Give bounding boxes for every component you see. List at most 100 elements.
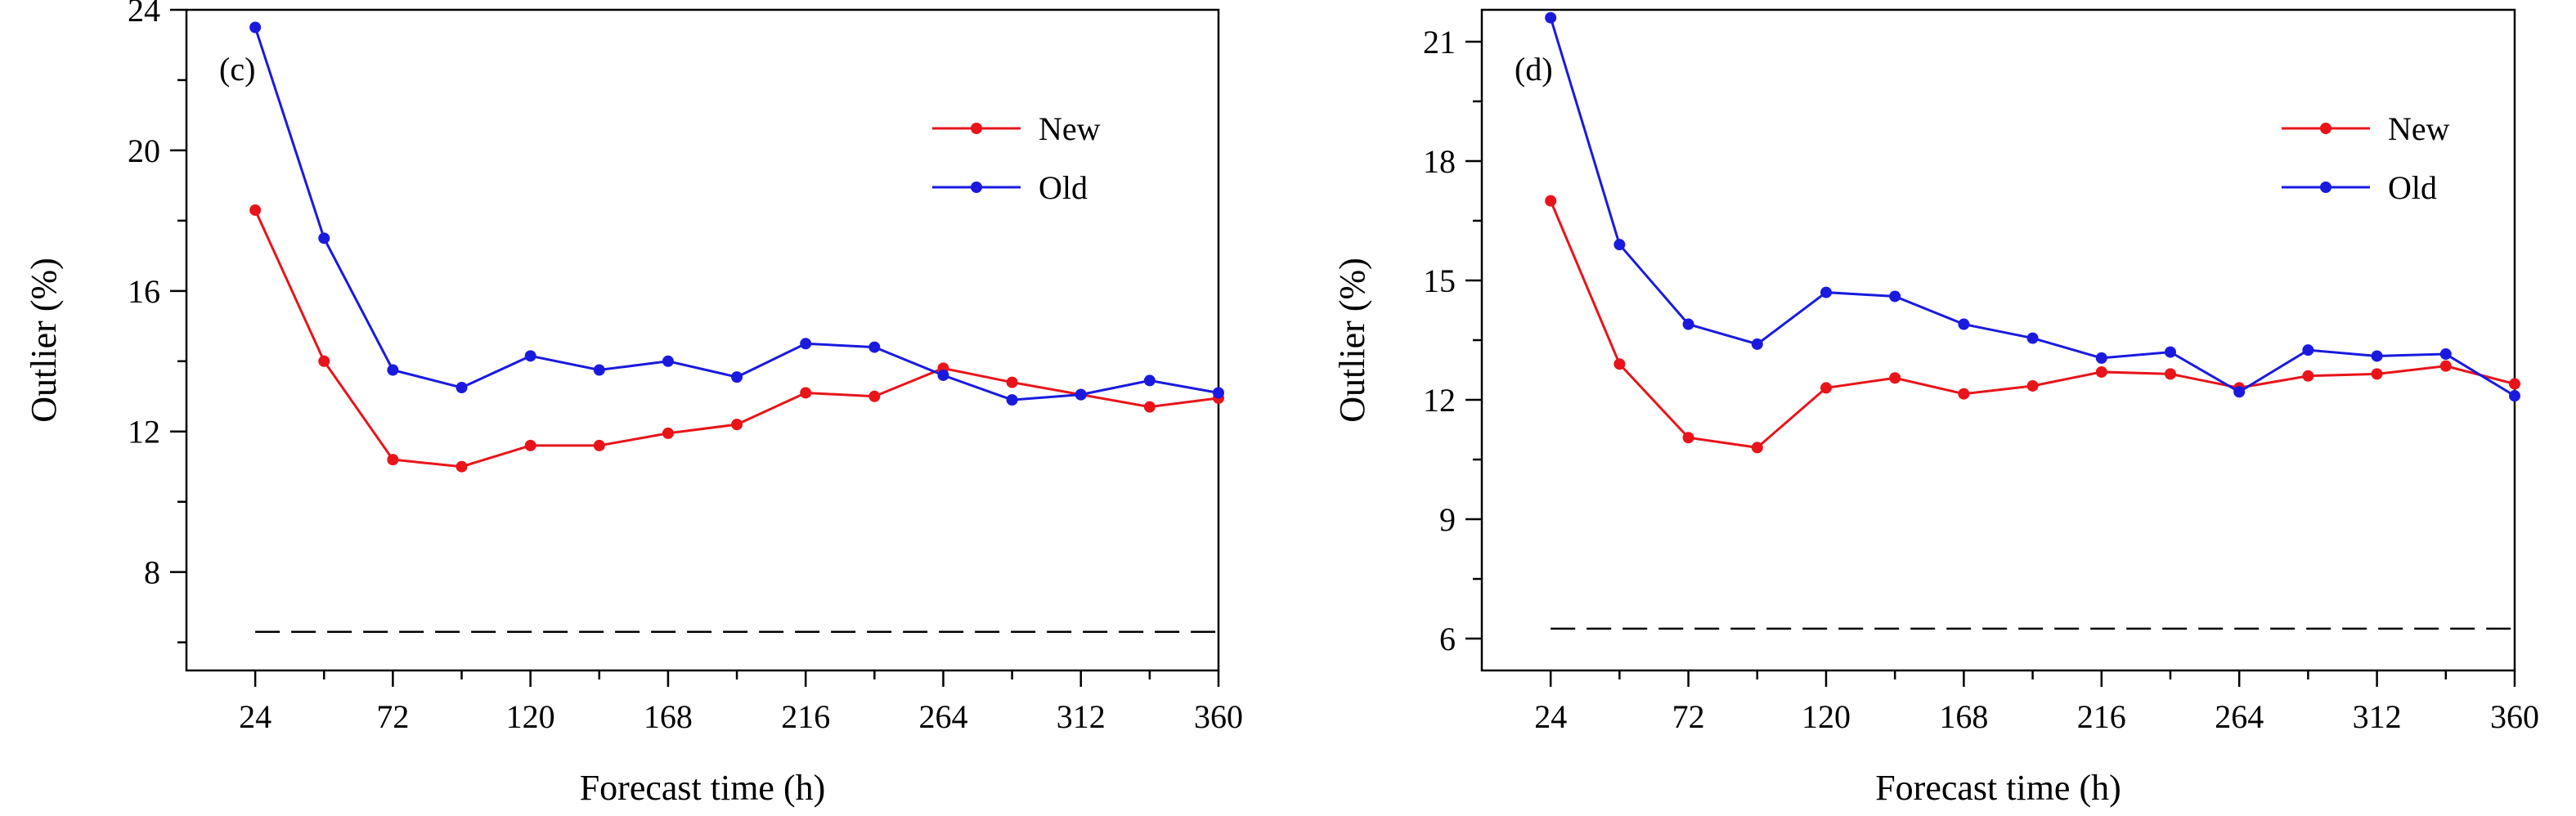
data-point-old [662,355,674,367]
data-point-new [731,419,743,431]
series-new [1545,195,2520,454]
data-point-old [1889,290,1901,303]
data-point-old [2233,386,2246,398]
series-old [249,21,1224,406]
data-point-old [2302,344,2314,356]
y-tick-label: 16 [128,273,160,310]
data-point-old [1006,394,1018,406]
data-point-new [1889,372,1901,384]
x-tick-label: 72 [1672,698,1705,735]
y-axis-title: Outlier (%) [24,258,64,423]
data-point-old [1143,374,1156,387]
data-point-old [1820,286,1832,298]
data-point-old [456,382,468,394]
data-point-old [1751,338,1763,350]
y-tick-label: 6 [1439,621,1456,657]
chart-panel-c: 24 72 120 168 216 264 312 360 8 12 16 20 24 Forecast … [24,0,1243,808]
x-tick-label: 216 [781,698,830,735]
x-axis-title: Forecast time (h) [1875,768,2121,808]
data-point-new [662,427,674,439]
data-point-old [1545,11,1557,24]
data-point-old [524,350,536,362]
data-point-old [800,338,812,350]
y-tick-label: 18 [1423,143,1456,180]
series-old [1545,11,2520,402]
legend-label-old: Old [2388,169,2437,206]
data-point-new [1751,442,1763,454]
y-tick-label: 15 [1423,262,1456,299]
data-point-old [731,371,743,383]
data-point-old [1682,318,1694,330]
data-point-new [1143,401,1156,413]
x-tick-label: 168 [1939,698,1988,735]
plot-frame [1480,8,2516,672]
data-point-new [2371,368,2383,380]
data-point-old [593,364,605,376]
data-point-new [2509,378,2520,390]
legend: New Old [932,110,1101,206]
data-point-old [1958,318,1970,330]
panel-label: (d) [1515,51,1553,87]
data-point-new [593,439,605,451]
data-point-new [2026,379,2039,392]
series-new [249,204,1224,473]
data-point-new [1613,358,1626,370]
data-point-old [2165,346,2176,358]
legend-label-old: Old [1039,169,1088,206]
data-point-new [1682,432,1694,444]
legend-label-new: New [1039,110,1101,147]
legend-swatch-marker [2320,182,2331,193]
x-tick-label: 216 [2077,698,2126,735]
x-tick-label: 120 [506,698,555,735]
data-point-new [2095,365,2107,378]
series-line-old [254,27,1219,401]
plot-frame [185,8,1220,672]
data-point-old [2371,350,2383,362]
legend-label-new: New [2388,110,2450,147]
data-point-new [387,454,399,466]
data-point-old [387,364,399,376]
x-tick-label: 72 [376,698,409,735]
data-point-new [2439,360,2452,372]
y-tick-label: 21 [1423,24,1456,61]
x-tick-label: 168 [644,698,693,735]
data-point-new [524,439,536,451]
data-point-new [456,460,468,473]
y-tick-label: 8 [144,554,160,591]
x-tick-label: 312 [1057,698,1106,735]
y-tick-label: 24 [128,0,160,29]
chart-panel-d: 24 72 120 168 216 264 312 360 6 9 12 15 18 21 Forecast… [1332,8,2539,808]
data-point-old [249,21,262,34]
data-point-new [318,355,330,367]
legend-swatch-marker [971,182,982,193]
data-point-old [2439,348,2452,361]
data-point-new [249,204,262,216]
data-point-new [2302,370,2314,382]
x-axis-title: Forecast time (h) [580,768,826,808]
data-point-old [1075,388,1087,401]
panel-label: (c) [219,51,255,87]
x-tick-label: 264 [2215,698,2264,735]
data-point-old [2095,352,2107,364]
data-point-old [2509,390,2520,402]
x-tick-label: 120 [1802,698,1851,735]
legend-swatch-marker [971,123,982,134]
data-point-new [800,387,812,399]
data-point-new [868,390,881,402]
data-point-old [2026,332,2039,344]
data-point-old [1613,239,1626,251]
legend: New Old [2282,110,2450,206]
x-tick-label: 360 [1194,698,1243,735]
x-tick-label: 360 [2490,698,2539,735]
data-point-new [1958,388,1970,400]
y-axis-title: Outlier (%) [1332,258,1372,423]
data-point-new [1006,376,1018,388]
x-tick-label: 312 [2353,698,2402,735]
x-tick-label: 264 [918,698,967,735]
y-tick-label: 9 [1439,501,1456,538]
y-tick-label: 12 [1423,382,1456,419]
data-point-old [1213,387,1224,399]
x-tick-label: 24 [1534,698,1567,735]
data-point-new [1545,195,1557,207]
